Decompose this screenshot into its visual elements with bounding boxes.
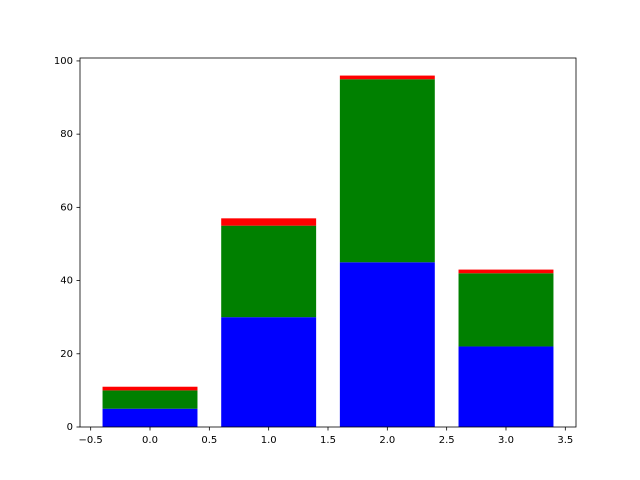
bar-segment — [102, 386, 198, 391]
y-tick-label: 100 — [54, 56, 73, 67]
x-tick-label: 3.0 — [498, 435, 514, 446]
y-tick-label: 0 — [67, 422, 73, 433]
bar-segment — [339, 75, 435, 80]
bar-segment — [458, 346, 554, 427]
bar-segment — [102, 408, 198, 427]
bar-segment — [339, 79, 435, 263]
x-tick-label: 3.5 — [557, 435, 573, 446]
bar-segment — [339, 262, 435, 427]
x-tick-label: 0.5 — [201, 435, 217, 446]
x-tick-label: 1.5 — [320, 435, 336, 446]
bar-segment — [221, 317, 317, 427]
y-tick-label: 40 — [60, 276, 73, 287]
bar-segment — [221, 225, 317, 318]
x-tick-label: 1.0 — [261, 435, 277, 446]
x-tick-label: 2.5 — [439, 435, 455, 446]
bar-segment — [102, 390, 198, 409]
y-tick-label: 20 — [60, 349, 73, 360]
y-tick-label: 80 — [60, 129, 73, 140]
x-tick-label: −0.5 — [79, 435, 103, 446]
bar-segment — [221, 218, 317, 226]
bar-segment — [458, 273, 554, 347]
x-tick-label: 2.0 — [379, 435, 395, 446]
x-tick-label: 0.0 — [142, 435, 158, 446]
y-tick-label: 60 — [60, 202, 73, 213]
bar-segment — [458, 269, 554, 274]
